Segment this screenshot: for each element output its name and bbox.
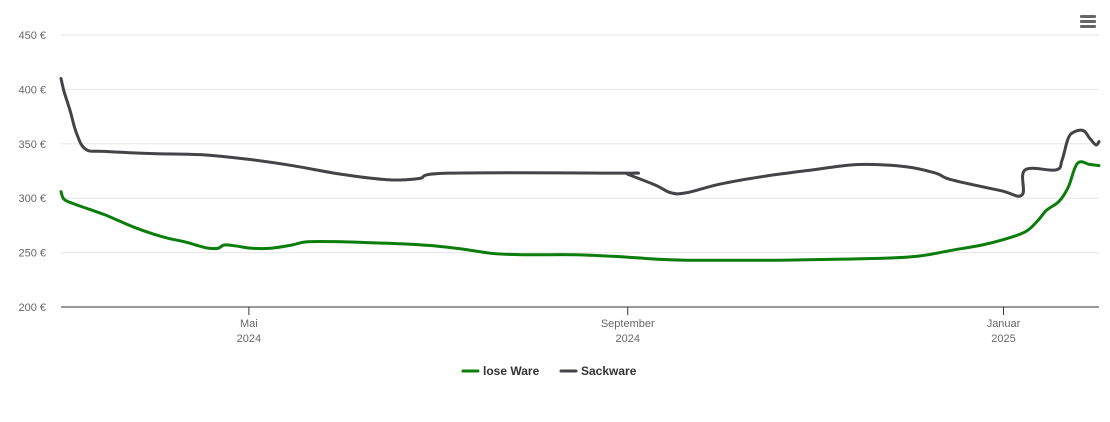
legend: lose Ware Sackware <box>461 364 637 378</box>
legend-item[interactable]: lose Ware <box>461 364 540 378</box>
x-tick-year: 2025 <box>991 333 1015 345</box>
y-tick-label: 300 € <box>18 193 46 205</box>
y-tick-label: 400 € <box>18 84 46 96</box>
legend-label: lose Ware <box>483 364 540 378</box>
x-axis: Mai 2024 September 2024 Januar 2025 <box>61 306 1099 345</box>
y-tick-label: 250 € <box>18 248 46 260</box>
series-line-sackware[interactable] <box>59 77 1101 198</box>
x-tick-label: September <box>601 318 655 330</box>
x-tick-label: Mai <box>240 318 258 330</box>
legend-label: Sackware <box>581 364 637 378</box>
grid-lines <box>61 34 1099 254</box>
y-tick-label: 350 € <box>18 139 46 151</box>
hamburger-menu-icon <box>1080 15 1096 28</box>
x-tick-year: 2024 <box>615 333 639 345</box>
x-tick-label: Januar <box>987 318 1021 330</box>
y-tick-label: 450 € <box>18 30 46 42</box>
chart-menu-button[interactable] <box>1074 8 1102 36</box>
y-tick-label: 200 € <box>18 302 46 314</box>
series-lines <box>59 77 1101 262</box>
series-line-lose-ware[interactable] <box>59 160 1101 262</box>
y-axis: 200 € 250 € 300 € 350 € 400 € 450 € <box>18 30 46 314</box>
legend-item[interactable]: Sackware <box>559 364 637 378</box>
x-tick-year: 2024 <box>237 333 261 345</box>
